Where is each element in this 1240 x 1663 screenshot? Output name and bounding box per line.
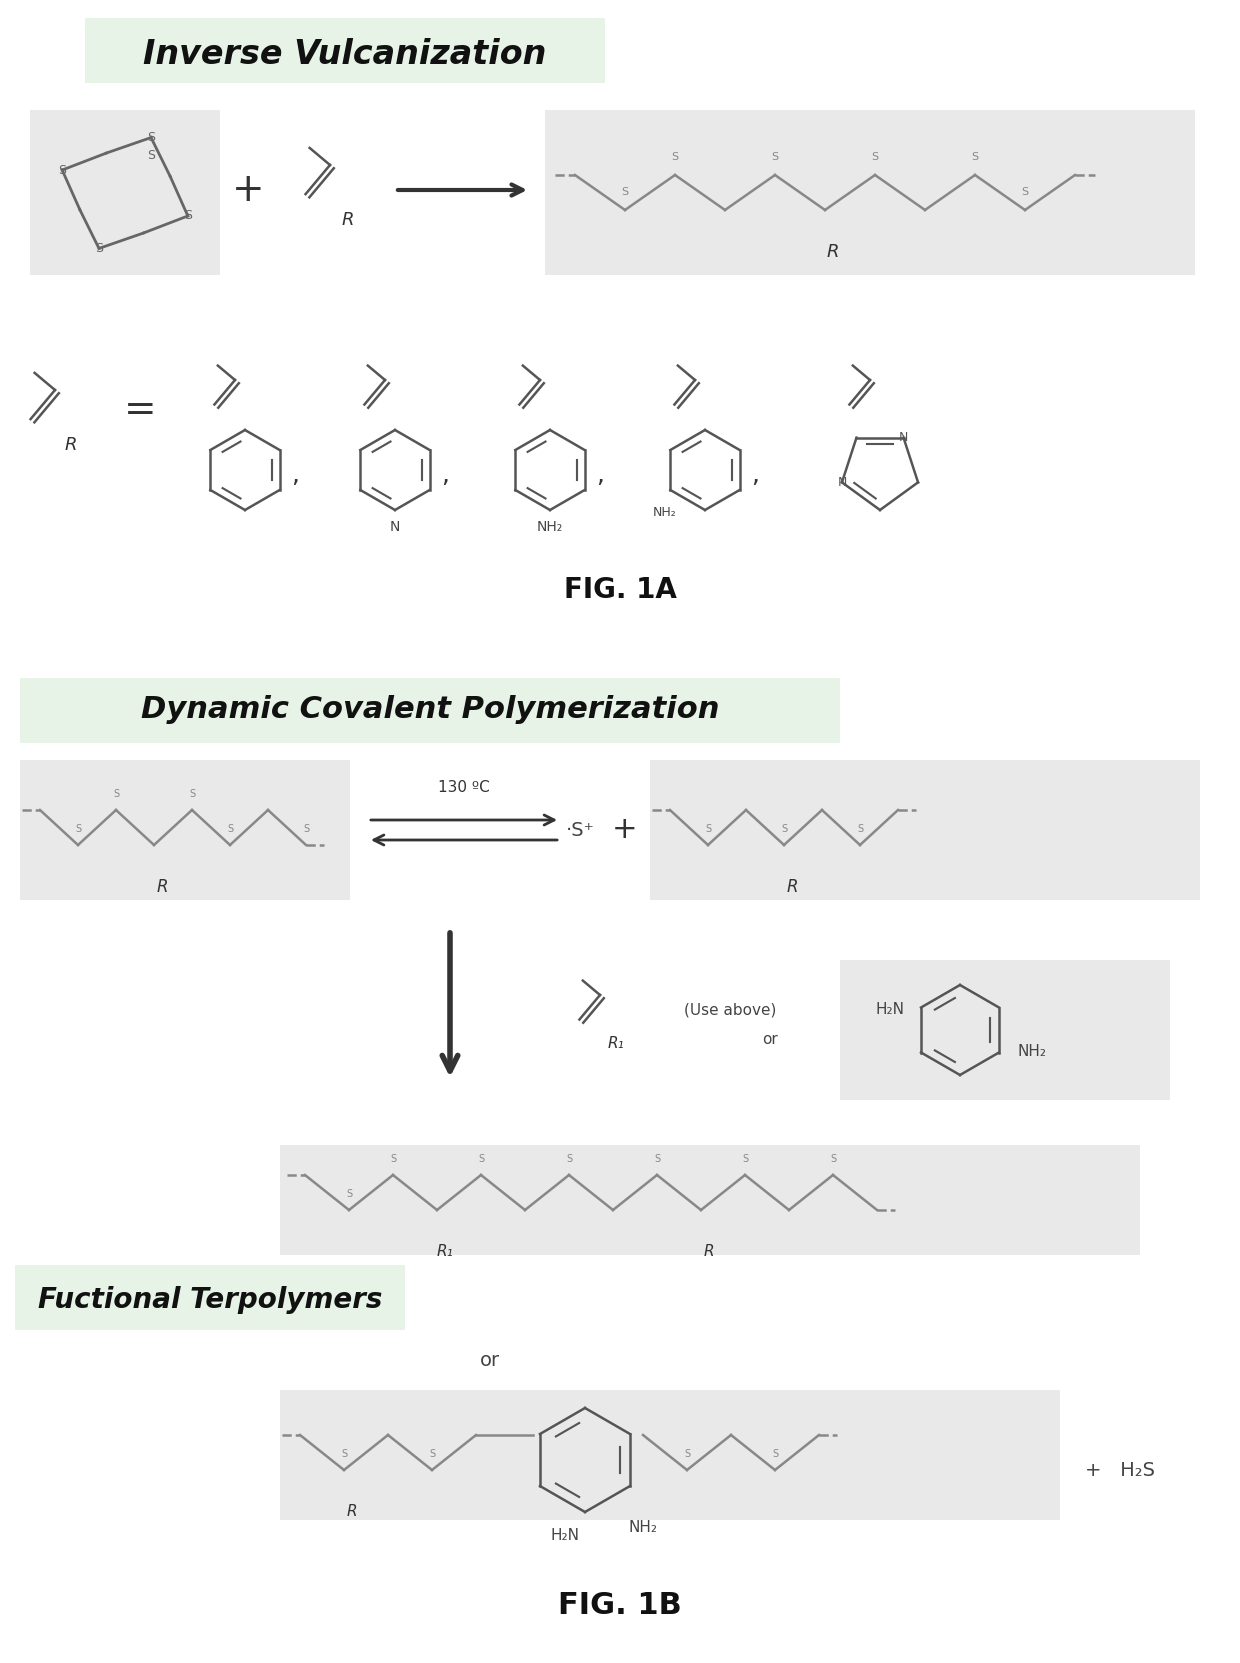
Text: S: S [621, 186, 629, 196]
Text: ·S⁺: ·S⁺ [565, 820, 594, 840]
Text: S: S [671, 151, 678, 161]
Text: R: R [347, 1505, 357, 1520]
Text: S: S [184, 210, 192, 223]
Text: S: S [477, 1154, 484, 1164]
Text: S: S [1022, 186, 1028, 196]
Text: S: S [95, 241, 103, 254]
Text: S: S [188, 788, 195, 798]
Text: ,: , [751, 462, 759, 487]
Text: (Use above): (Use above) [683, 1003, 776, 1018]
Text: ,: , [596, 462, 604, 487]
Text: N: N [837, 476, 847, 489]
Text: NH₂: NH₂ [653, 507, 677, 519]
FancyBboxPatch shape [20, 679, 839, 743]
Text: or: or [763, 1033, 777, 1048]
Text: 130 ºC: 130 ºC [438, 780, 490, 795]
Text: N: N [389, 521, 401, 534]
Text: S: S [742, 1154, 748, 1164]
Text: S: S [148, 131, 155, 145]
Text: H₂N: H₂N [875, 1003, 904, 1018]
Text: S: S [113, 788, 119, 798]
Text: ,: , [441, 462, 449, 487]
Text: R: R [156, 878, 167, 896]
Text: S: S [58, 163, 66, 176]
FancyBboxPatch shape [86, 18, 605, 83]
Text: N: N [899, 431, 908, 444]
Text: S: S [303, 823, 309, 835]
Text: R: R [786, 878, 797, 896]
Text: S: S [781, 823, 787, 835]
Text: Fuctional Terpolymers: Fuctional Terpolymers [37, 1285, 382, 1314]
Text: +: + [232, 171, 264, 210]
Text: ,: , [291, 462, 299, 487]
Text: S: S [653, 1154, 660, 1164]
Text: S: S [857, 823, 863, 835]
Text: S: S [830, 1154, 836, 1164]
FancyBboxPatch shape [30, 110, 219, 274]
Text: S: S [704, 823, 711, 835]
FancyBboxPatch shape [15, 1266, 405, 1330]
Text: R: R [342, 211, 355, 229]
Text: NH₂: NH₂ [629, 1520, 657, 1535]
FancyBboxPatch shape [650, 760, 1200, 900]
Text: S: S [771, 151, 779, 161]
Text: S: S [389, 1154, 396, 1164]
Text: S: S [429, 1448, 435, 1458]
Text: S: S [346, 1189, 352, 1199]
Text: Inverse Vulcanization: Inverse Vulcanization [144, 38, 547, 72]
Text: S: S [773, 1448, 777, 1458]
Text: FIG. 1A: FIG. 1A [563, 575, 677, 604]
FancyBboxPatch shape [280, 1146, 1140, 1256]
Text: S: S [148, 150, 155, 161]
FancyBboxPatch shape [839, 960, 1171, 1099]
Text: Dynamic Covalent Polymerization: Dynamic Covalent Polymerization [141, 695, 719, 725]
Text: R₁: R₁ [608, 1036, 625, 1051]
Text: =: = [124, 391, 156, 429]
Text: R: R [703, 1244, 714, 1259]
Text: S: S [684, 1448, 691, 1458]
Text: or: or [480, 1350, 500, 1370]
Text: S: S [74, 823, 81, 835]
Text: NH₂: NH₂ [537, 521, 563, 534]
Text: S: S [971, 151, 978, 161]
Text: R: R [64, 436, 77, 454]
FancyBboxPatch shape [546, 110, 1195, 274]
FancyBboxPatch shape [20, 760, 350, 900]
Text: +   H₂S: + H₂S [1085, 1460, 1154, 1480]
Text: R: R [827, 243, 839, 261]
Text: NH₂: NH₂ [1018, 1044, 1047, 1059]
Text: FIG. 1B: FIG. 1B [558, 1590, 682, 1620]
FancyBboxPatch shape [280, 1390, 1060, 1520]
Text: S: S [565, 1154, 572, 1164]
Text: +: + [613, 815, 637, 845]
Text: R₁: R₁ [436, 1244, 454, 1259]
Text: S: S [341, 1448, 347, 1458]
Text: S: S [227, 823, 233, 835]
Text: S: S [872, 151, 879, 161]
Text: H₂N: H₂N [551, 1528, 579, 1543]
